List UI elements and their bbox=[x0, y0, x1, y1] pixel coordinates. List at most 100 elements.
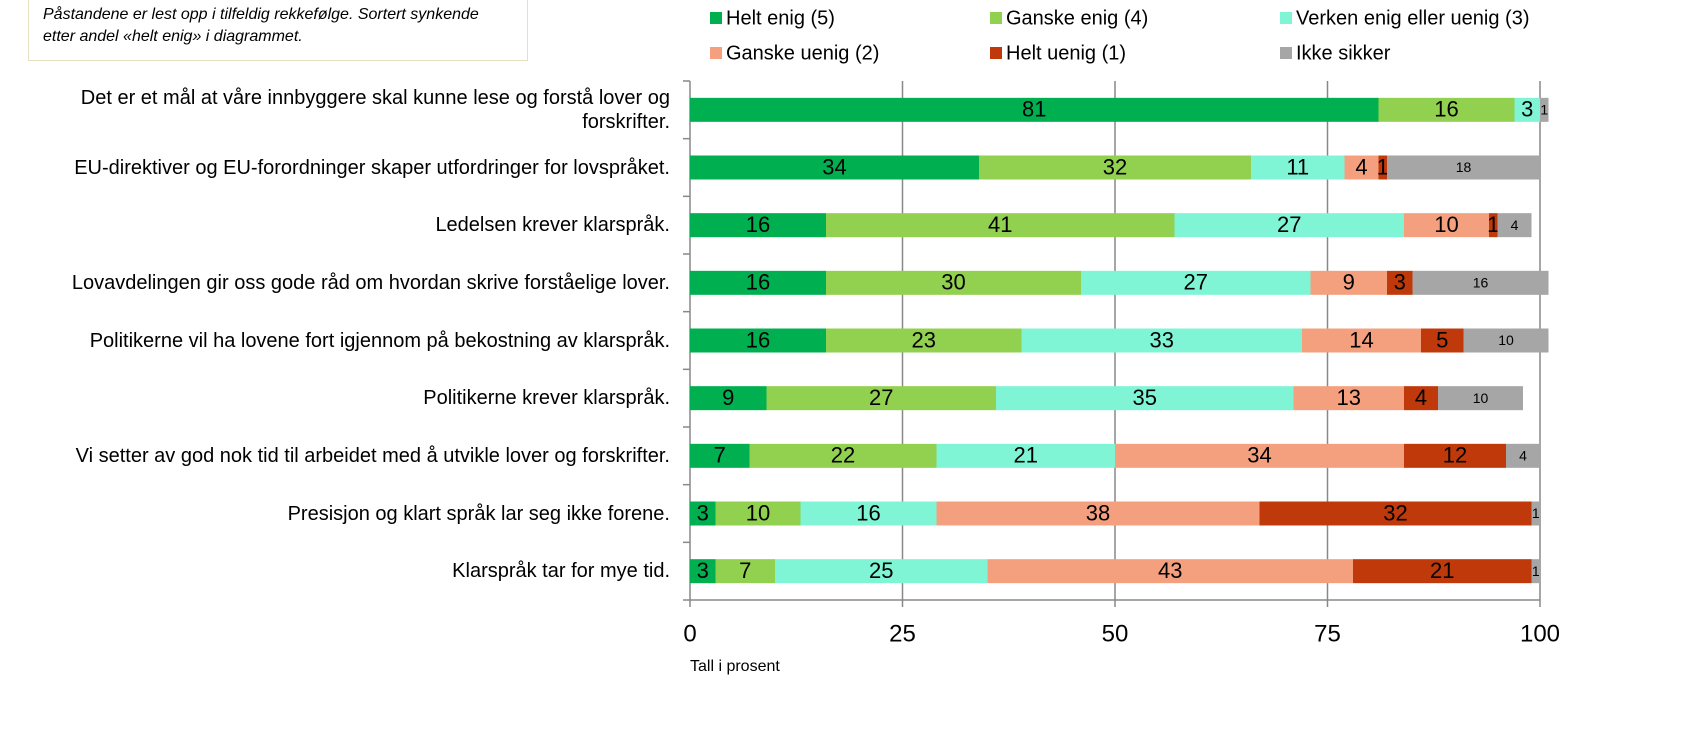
data-label: 27 bbox=[1277, 212, 1301, 237]
data-label: 14 bbox=[1349, 327, 1373, 352]
data-label: 23 bbox=[912, 327, 936, 352]
bar-segment bbox=[690, 97, 1379, 122]
bar-segment bbox=[1353, 559, 1532, 584]
data-label: 16 bbox=[856, 500, 880, 525]
data-label: 12 bbox=[1443, 443, 1467, 468]
legend-swatch bbox=[990, 47, 1002, 59]
data-label: 13 bbox=[1337, 385, 1361, 410]
legend-swatch bbox=[710, 47, 722, 59]
legend-label: Helt enig (5) bbox=[726, 7, 835, 29]
bar-segment bbox=[749, 443, 937, 468]
category-label: Ledelsen krever klarspråk. bbox=[435, 214, 670, 237]
x-tick-label: 25 bbox=[889, 620, 916, 647]
bar-segment bbox=[1506, 443, 1540, 468]
data-label: 27 bbox=[1184, 270, 1208, 295]
bar-segment bbox=[1293, 386, 1404, 411]
data-label: 16 bbox=[746, 327, 770, 352]
bar-segment bbox=[1387, 155, 1540, 180]
bar-segment bbox=[996, 386, 1294, 411]
bar-segment bbox=[715, 501, 801, 526]
bar-segment bbox=[1302, 328, 1421, 353]
bar-segment bbox=[1421, 328, 1464, 353]
bar-segment bbox=[715, 559, 775, 584]
bar-segment bbox=[826, 213, 1175, 238]
data-label: 7 bbox=[714, 443, 726, 468]
bar-segment bbox=[690, 443, 750, 468]
bar-segment bbox=[1021, 328, 1302, 353]
bar-segment bbox=[1489, 213, 1498, 238]
legend-label: Helt uenig (1) bbox=[1006, 42, 1126, 64]
data-label: 9 bbox=[1343, 270, 1355, 295]
bar-segment bbox=[690, 386, 767, 411]
category-label: Lovavdelingen gir oss gode råd om hvorda… bbox=[71, 271, 670, 294]
data-label: 4 bbox=[1355, 154, 1367, 179]
bar-segment bbox=[690, 501, 716, 526]
bar-segment bbox=[1081, 270, 1311, 295]
bar-segment bbox=[690, 328, 826, 353]
bar-segment bbox=[936, 443, 1115, 468]
data-label: 10 bbox=[746, 500, 770, 525]
data-label: 1 bbox=[1487, 212, 1499, 237]
bar-segment bbox=[690, 213, 826, 238]
data-label: 1 bbox=[1377, 154, 1389, 179]
data-label: 35 bbox=[1133, 385, 1157, 410]
category-label: Politikerne krever klarspråk. bbox=[423, 387, 670, 410]
legend-label: Verken enig eller uenig (3) bbox=[1296, 7, 1529, 29]
bar-segment bbox=[1438, 386, 1523, 411]
bar-segment bbox=[690, 155, 979, 180]
bar-segment bbox=[1404, 443, 1506, 468]
bar-segment bbox=[936, 501, 1260, 526]
data-label: 16 bbox=[746, 212, 770, 237]
bar-segment bbox=[979, 155, 1251, 180]
bar-segment bbox=[1412, 270, 1549, 295]
data-label: 7 bbox=[739, 558, 751, 583]
data-label: 16 bbox=[1434, 97, 1458, 122]
category-label: Politikerne vil ha lovene fort igjennom … bbox=[89, 329, 670, 352]
data-label: 3 bbox=[1521, 97, 1533, 122]
bar-segment bbox=[1463, 328, 1549, 353]
data-label: 4 bbox=[1511, 217, 1519, 233]
data-label: 1 bbox=[1532, 505, 1540, 521]
bar-segment bbox=[1378, 97, 1515, 122]
data-label: 34 bbox=[1247, 443, 1271, 468]
bar-segment bbox=[1174, 213, 1404, 238]
data-label: 32 bbox=[1383, 500, 1407, 525]
bar-segment bbox=[1378, 155, 1387, 180]
bar-segment bbox=[826, 328, 1022, 353]
x-tick-label: 0 bbox=[683, 620, 696, 647]
category-label: Klarspråk tar for mye tid. bbox=[452, 560, 670, 583]
bar-segment bbox=[826, 270, 1081, 295]
data-label: 41 bbox=[988, 212, 1012, 237]
x-tick-label: 100 bbox=[1520, 620, 1560, 647]
bar-segment bbox=[987, 559, 1353, 584]
note: Påstandene er lest opp i tilfeldig rekke… bbox=[28, 0, 528, 61]
data-label: 3 bbox=[697, 558, 709, 583]
bar-segment bbox=[1540, 97, 1549, 122]
bar-segment bbox=[1251, 155, 1345, 180]
bar-segment bbox=[1387, 270, 1413, 295]
bar-segment bbox=[1344, 155, 1379, 180]
bar-segment bbox=[690, 270, 826, 295]
legend-swatch bbox=[1280, 12, 1292, 24]
category-label: Det er et mål at våre innbyggere skal ku… bbox=[80, 86, 670, 133]
bar-segment bbox=[1531, 559, 1540, 584]
legend-label: Ikke sikker bbox=[1296, 42, 1391, 64]
data-label: 43 bbox=[1158, 558, 1182, 583]
data-label: 16 bbox=[1473, 275, 1489, 291]
data-label: 5 bbox=[1436, 327, 1448, 352]
data-label: 81 bbox=[1022, 97, 1046, 122]
x-axis-label: Tall i prosent bbox=[690, 658, 780, 675]
category-label: EU-direktiver og EU-forordninger skaper … bbox=[74, 156, 670, 179]
bar-segment bbox=[1514, 97, 1540, 122]
data-label: 10 bbox=[1434, 212, 1458, 237]
category-label: Vi setter av god nok tid til arbeidet me… bbox=[75, 444, 670, 467]
bar-segment bbox=[766, 386, 996, 411]
bar-segment bbox=[1115, 443, 1404, 468]
bar-segment bbox=[1310, 270, 1387, 295]
data-label: 25 bbox=[869, 558, 893, 583]
x-tick-label: 50 bbox=[1102, 620, 1129, 647]
data-label: 21 bbox=[1014, 443, 1038, 468]
category-label: Presisjon og klart språk lar seg ikke fo… bbox=[287, 502, 670, 525]
